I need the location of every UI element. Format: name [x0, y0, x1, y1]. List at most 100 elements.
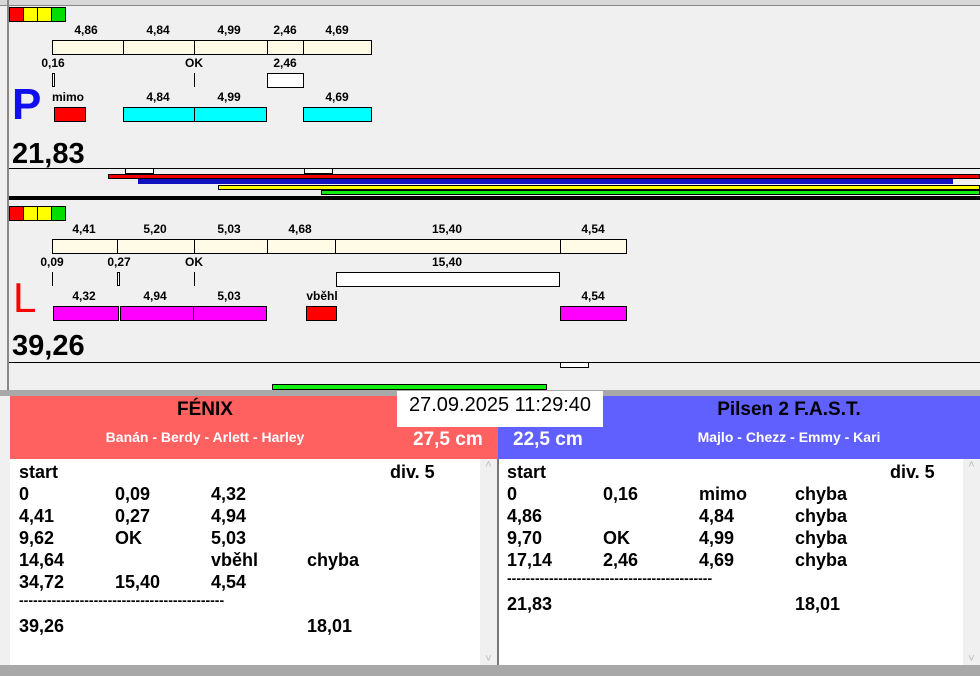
log-cell: 4,84: [699, 506, 735, 526]
run-bar: [53, 306, 119, 321]
run-bar: [120, 306, 194, 321]
run-label: 4,84: [146, 90, 170, 104]
log-cell: 9,62: [19, 528, 55, 548]
reaction-mark: [267, 73, 304, 88]
split-bar: [267, 40, 304, 55]
log-cell: 0,16: [603, 484, 639, 504]
reaction-label: 0,16: [41, 56, 65, 70]
scroll-down-icon[interactable]: ˅: [485, 653, 492, 665]
right-log[interactable]: start div. 5 0 0,16 mimo chyba 4,86 4,84 chyba…: [499, 459, 980, 665]
log-cell: OK: [603, 528, 630, 548]
top-border: [0, 0, 980, 6]
log-title: start: [19, 462, 59, 482]
signal-light: [9, 7, 24, 22]
run-label: 5,03: [217, 289, 241, 303]
run-label: mimo: [51, 90, 85, 104]
run-bar: [194, 107, 267, 122]
run-bar: [560, 306, 627, 321]
lane-letter: L: [13, 274, 37, 321]
timeline-mark: [560, 362, 589, 368]
log-separator: ----------------------------------------…: [19, 592, 225, 608]
log-cell: 4,86: [507, 506, 543, 526]
reaction-label: 15,40: [431, 255, 463, 269]
right-team-header: 22,5 cm Pilsen 2 F.A.S.T. Majlo - Chezz …: [498, 396, 980, 459]
reaction-label: 0,09: [40, 255, 64, 269]
log-cell: chyba: [307, 550, 360, 570]
reaction-mark: [336, 272, 560, 287]
log-cell: 4,54: [211, 572, 247, 592]
log-cell: chyba: [795, 550, 848, 570]
team-height: 27,5 cm: [413, 429, 483, 450]
split-label: 5,20: [143, 222, 167, 236]
split-bar: [335, 239, 561, 254]
log-title: start: [507, 462, 547, 482]
signal-light: [23, 7, 38, 22]
log-cell: 0: [507, 484, 518, 504]
log-cell: chyba: [795, 528, 848, 548]
split-bar: [194, 40, 268, 55]
split-label: 4,54: [581, 222, 605, 236]
log-division: div. 5: [390, 462, 435, 482]
log-cell: 4,94: [211, 506, 247, 526]
split-label: 4,84: [146, 23, 170, 37]
run-label: vběhl: [306, 289, 338, 303]
datetime-display: 27.09.2025 11:29:40: [397, 391, 603, 427]
signal-light: [37, 7, 52, 22]
log-cell: 0,27: [115, 506, 151, 526]
reaction-label: OK: [185, 56, 203, 70]
log-total-cell: 21,83: [507, 594, 553, 614]
run-bar: [123, 107, 195, 122]
progress-green: [321, 190, 980, 195]
left-log[interactable]: start div. 5 0 0,09 4,32 4,41 0,27 4,94 9,62 OK…: [10, 459, 497, 665]
log-cell: 17,14: [507, 550, 553, 570]
reaction-mark: [194, 272, 195, 286]
split-bar: [52, 40, 124, 55]
scroll-down-icon[interactable]: ˅: [968, 653, 975, 665]
log-cell: 0,09: [115, 484, 151, 504]
bottom-border: [0, 665, 980, 676]
split-label: 5,03: [217, 222, 241, 236]
log-cell: 2,46: [603, 550, 639, 570]
lane-total: 21,83: [12, 138, 85, 170]
log-division: div. 5: [890, 462, 935, 482]
split-label: 4,69: [325, 23, 349, 37]
log-cell: 4,99: [699, 528, 735, 548]
scrollbar[interactable]: ˄ ˅: [963, 459, 980, 665]
log-cell: 4,69: [699, 550, 735, 570]
run-bar: [193, 306, 267, 321]
progress-green: [272, 384, 547, 390]
split-bar: [194, 239, 268, 254]
run-label: 4,99: [217, 90, 241, 104]
log-cell: 4,32: [211, 484, 247, 504]
signal-light: [51, 7, 66, 22]
panel-divider: [9, 196, 980, 200]
split-label: 4,68: [288, 222, 312, 236]
error-bar: [54, 107, 86, 122]
split-label: 4,86: [74, 23, 98, 37]
timeline-line: [9, 362, 980, 363]
reaction-label: 0,27: [107, 255, 131, 269]
split-bar: [123, 40, 195, 55]
split-label: 15,40: [431, 222, 463, 236]
log-cell: vběhl: [211, 550, 259, 570]
scroll-up-icon[interactable]: ˄: [485, 459, 492, 471]
lane-total: 39,26: [12, 330, 85, 362]
signal-light: [51, 206, 66, 221]
error-bar: [306, 306, 337, 321]
split-label: 2,46: [273, 23, 297, 37]
team-height: 22,5 cm: [513, 429, 583, 450]
log-cell: 14,64: [19, 550, 65, 570]
log-cell: chyba: [795, 506, 848, 526]
log-cell: 34,72: [19, 572, 65, 592]
scroll-up-icon[interactable]: ˄: [968, 459, 975, 471]
signal-light: [37, 206, 52, 221]
run-label: 4,94: [143, 289, 167, 303]
reaction-label: 2,46: [273, 56, 297, 70]
scrollbar[interactable]: ˄ ˅: [480, 459, 497, 665]
log-separator: ----------------------------------------…: [507, 570, 713, 586]
timeline-mark: [125, 168, 154, 174]
split-bar: [267, 239, 336, 254]
log-cell: 9,70: [507, 528, 543, 548]
split-label: 4,99: [217, 23, 241, 37]
team-name: Pilsen 2 F.A.S.T.: [717, 399, 861, 420]
